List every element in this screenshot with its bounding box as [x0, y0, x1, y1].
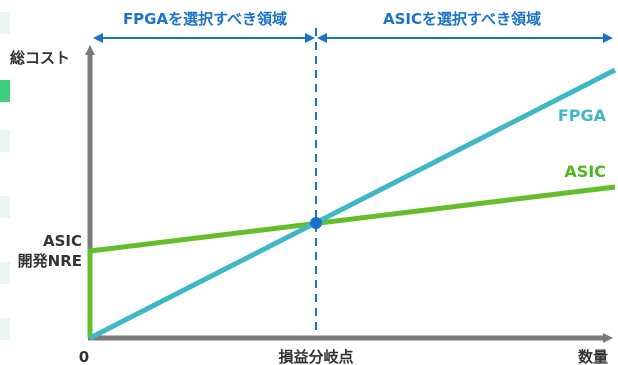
breakeven-point — [310, 217, 322, 229]
fpga-region-label: FPGAを選択すべき領域 — [123, 10, 287, 28]
strip-segment — [0, 80, 10, 102]
origin-label: 0 — [79, 348, 89, 365]
nre-label-line2: 開発NRE — [18, 252, 82, 270]
strip-segment — [0, 130, 10, 152]
strip-segment — [0, 318, 10, 340]
x-axis-label: 数量 — [578, 348, 608, 365]
nre-label-line1: ASIC — [43, 232, 82, 250]
fpga-series-label: FPGA — [558, 106, 607, 125]
strip-segment — [0, 196, 10, 218]
asic-series-label: ASIC — [564, 162, 606, 181]
left-edge-strip — [0, 0, 10, 365]
asic-cost-line — [87, 184, 616, 338]
breakeven-label: 損益分岐点 — [278, 348, 353, 365]
asic-region-label: ASICを選択すべき領域 — [383, 10, 541, 28]
strip-segment — [0, 262, 10, 284]
fpga-cost-line — [88, 67, 617, 341]
y-axis-label: 総コスト — [10, 49, 70, 67]
strip-segment — [0, 12, 10, 34]
